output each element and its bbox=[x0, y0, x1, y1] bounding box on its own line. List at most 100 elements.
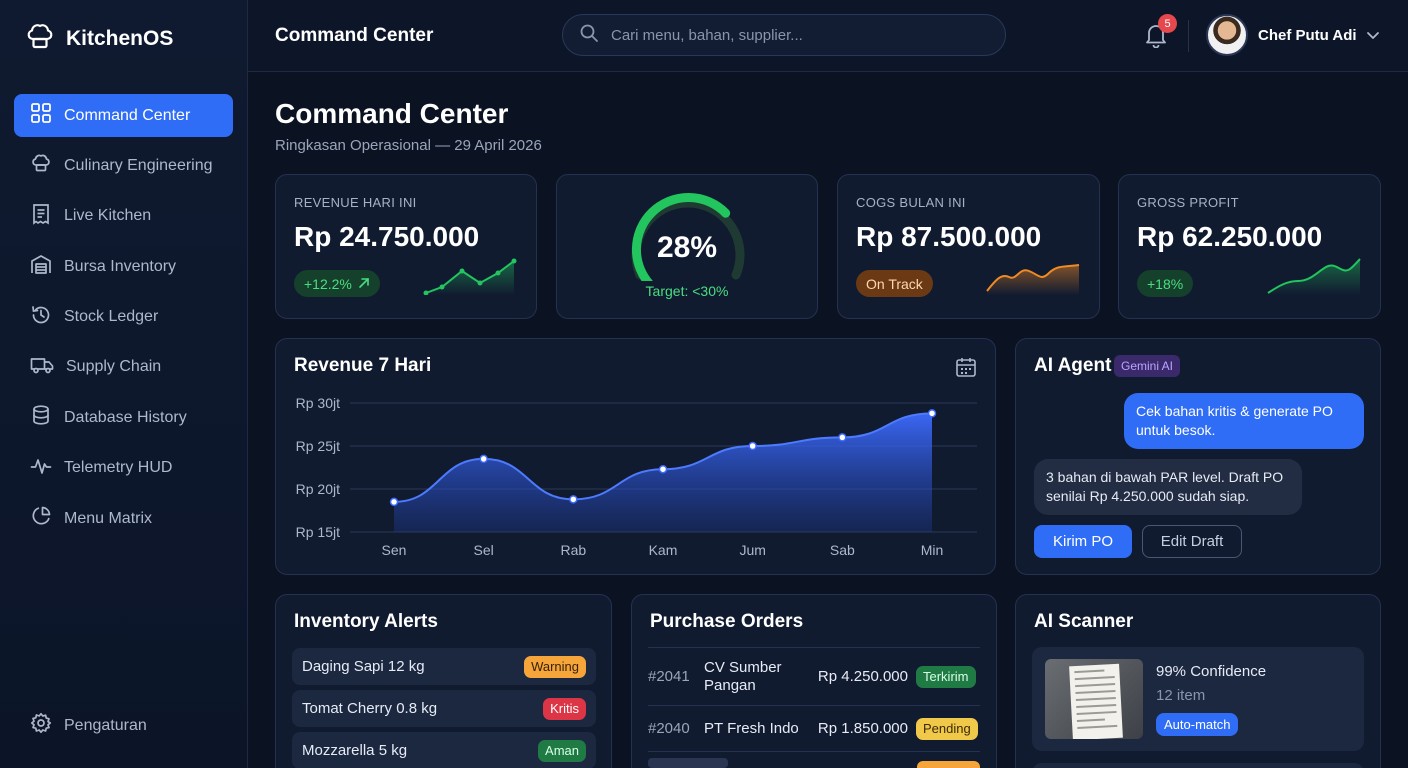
inventory-alerts-title: Inventory Alerts bbox=[294, 611, 438, 632]
gauge-value: 28% bbox=[656, 231, 718, 264]
sidebar-item-label: Live Kitchen bbox=[64, 207, 152, 225]
kpi-label: GROSS PROFIT bbox=[1137, 195, 1239, 210]
arrow-up-right-icon bbox=[358, 276, 370, 292]
alert-item-name: Tomat Cherry 0.8 kg bbox=[302, 700, 438, 717]
receipt-icon bbox=[30, 203, 52, 230]
list-item[interactable]: Tomat Cherry 0.8 kg Kritis bbox=[292, 690, 596, 727]
user-name[interactable]: Chef Putu Adi bbox=[1258, 27, 1357, 44]
sidebar-item-database-history[interactable]: Database History bbox=[14, 396, 233, 439]
kpi-card-gross-profit: GROSS PROFIT Rp 62.250.000 +18% bbox=[1118, 174, 1381, 319]
scan-result[interactable]: 99% Confidence 12 item Auto-match bbox=[1032, 647, 1364, 751]
ai-agent-card: AI Agent Gemini AI Cek bahan kritis & ge… bbox=[1015, 338, 1381, 575]
search-input[interactable] bbox=[611, 26, 971, 44]
kpi-value: Rp 87.500.000 bbox=[856, 221, 1042, 252]
send-po-button[interactable]: Kirim PO bbox=[1034, 525, 1132, 558]
sidebar-nav: Command Center Culinary Engineering Live… bbox=[14, 94, 233, 548]
data-point-sen[interactable] bbox=[389, 497, 399, 507]
auto-match-badge: Auto-match bbox=[1156, 713, 1239, 736]
status-badge: On Track bbox=[856, 270, 933, 297]
table-row[interactable]: #2040 PT Fresh Indo Rp 1.850.000 Pending bbox=[648, 706, 980, 752]
y-tick-label: Rp 30jt bbox=[296, 395, 340, 411]
kpi-change-text: +12.2% bbox=[304, 275, 352, 292]
kpi-change-text: +18% bbox=[1147, 275, 1184, 292]
search-bar[interactable] bbox=[562, 14, 1006, 56]
sidebar-item-label: Command Center bbox=[64, 106, 191, 124]
kpi-label: REVENUE HARI INI bbox=[294, 195, 417, 210]
table-row-partial bbox=[648, 758, 728, 768]
sidebar-item-bursa-inventory[interactable]: Bursa Inventory bbox=[14, 245, 233, 288]
status-text: On Track bbox=[866, 275, 923, 292]
brand[interactable]: KitchenOS bbox=[24, 20, 173, 57]
sidebar-item-supply-chain[interactable]: Supply Chain bbox=[14, 346, 233, 389]
chevron-down-icon[interactable] bbox=[1366, 28, 1380, 47]
status-badge-partial bbox=[917, 761, 980, 768]
data-point-kam[interactable] bbox=[658, 464, 668, 474]
gauge-target: Target: <30% bbox=[645, 283, 729, 299]
sidebar-item-settings[interactable]: Pengaturan bbox=[14, 704, 233, 747]
y-tick-label: Rp 20jt bbox=[296, 481, 340, 497]
ai-agent-title: AI Agent bbox=[1034, 355, 1112, 376]
sidebar-item-label: Culinary Engineering bbox=[64, 156, 213, 174]
kpi-label: COGS BULAN INI bbox=[856, 195, 966, 210]
status-badge: Aman bbox=[538, 739, 586, 762]
sidebar-item-live-kitchen[interactable]: Live Kitchen bbox=[14, 195, 233, 238]
data-point-rab[interactable] bbox=[569, 495, 578, 504]
revenue-chart-card: Revenue 7 Hari Rp 30jt Rp 25jt Rp 20jt Rp 1… bbox=[275, 338, 996, 575]
kpi-value: Rp 24.750.000 bbox=[294, 221, 480, 252]
po-id: #2041 bbox=[648, 668, 690, 685]
purchase-orders-card: Purchase Orders #2041 CV Sumber Pangan R… bbox=[631, 594, 997, 768]
sidebar-item-label: Menu Matrix bbox=[64, 509, 153, 527]
sidebar-item-telemetry-hud[interactable]: Telemetry HUD bbox=[14, 447, 233, 490]
sidebar-item-command-center[interactable]: Command Center bbox=[14, 94, 233, 137]
scan-item-count: 12 item bbox=[1156, 687, 1206, 704]
avatar[interactable] bbox=[1206, 14, 1248, 56]
gear-icon bbox=[30, 712, 52, 739]
status-badge: Terkirim bbox=[916, 665, 976, 688]
page-subtitle: Ringkasan Operasional — 29 April 2026 bbox=[275, 137, 542, 154]
y-tick-label: Rp 15jt bbox=[296, 524, 340, 540]
status-badge: Kritis bbox=[543, 697, 586, 720]
truck-icon bbox=[30, 354, 54, 381]
list-item[interactable]: Daging Sapi 12 kg Warning bbox=[292, 648, 596, 685]
data-point-min[interactable] bbox=[927, 409, 937, 418]
sidebar-item-culinary-engineering[interactable]: Culinary Engineering bbox=[14, 144, 233, 187]
cogs-sparkline bbox=[986, 264, 1080, 295]
sidebar-item-label: Stock Ledger bbox=[64, 308, 159, 326]
chef-hat-logo-icon bbox=[24, 20, 56, 57]
sidebar-item-stock-ledger[interactable]: Stock Ledger bbox=[14, 296, 233, 339]
sidebar-item-label: Supply Chain bbox=[66, 358, 162, 376]
kpi-change-badge: +12.2% bbox=[294, 270, 380, 297]
topbar-title: Command Center bbox=[275, 25, 434, 46]
data-point-jum[interactable] bbox=[748, 441, 757, 451]
ai-scanner-title: AI Scanner bbox=[1034, 611, 1134, 632]
data-point-sab[interactable] bbox=[838, 433, 847, 442]
ai-scanner-card: AI Scanner 99% Confidence 12 item Auto-m… bbox=[1015, 594, 1381, 768]
settings-label: Pengaturan bbox=[64, 716, 147, 734]
table-row[interactable]: #2041 CV Sumber Pangan Rp 4.250.000 Terk… bbox=[648, 648, 980, 706]
notification-badge: 5 bbox=[1158, 14, 1177, 33]
x-tick-label: Sel bbox=[474, 542, 494, 558]
data-point-sel[interactable] bbox=[479, 454, 488, 464]
list-item[interactable]: Mozzarella 5 kg Aman bbox=[292, 732, 596, 768]
x-tick-label: Sab bbox=[830, 542, 855, 558]
sidebar-item-menu-matrix[interactable]: Menu Matrix bbox=[14, 497, 233, 540]
scan-confidence: 99% Confidence bbox=[1156, 663, 1267, 680]
x-tick-label: Sen bbox=[382, 542, 407, 558]
edit-draft-button[interactable]: Edit Draft bbox=[1142, 525, 1242, 558]
sidebar: KitchenOS Command Center Culinary Engine… bbox=[0, 0, 248, 768]
database-icon bbox=[30, 404, 52, 431]
topbar-divider bbox=[1188, 20, 1189, 52]
po-id: #2040 bbox=[648, 720, 690, 737]
brand-name: KitchenOS bbox=[66, 26, 174, 50]
po-amount: Rp 4.250.000 bbox=[817, 668, 908, 685]
food-cost-gauge bbox=[631, 192, 745, 281]
kpi-card-food-cost: 28% Target: <30% bbox=[556, 174, 818, 319]
calendar-icon[interactable] bbox=[955, 356, 977, 383]
chat-user-message: Cek bahan kritis & generate PO untuk bes… bbox=[1124, 393, 1364, 449]
topbar: Command Center 5 Chef Putu Adi bbox=[248, 0, 1408, 72]
po-amount: Rp 1.850.000 bbox=[817, 720, 908, 737]
grid-icon bbox=[30, 102, 52, 129]
warehouse-icon bbox=[30, 253, 52, 280]
x-tick-label: Kam bbox=[649, 542, 678, 558]
activity-icon bbox=[30, 455, 52, 482]
